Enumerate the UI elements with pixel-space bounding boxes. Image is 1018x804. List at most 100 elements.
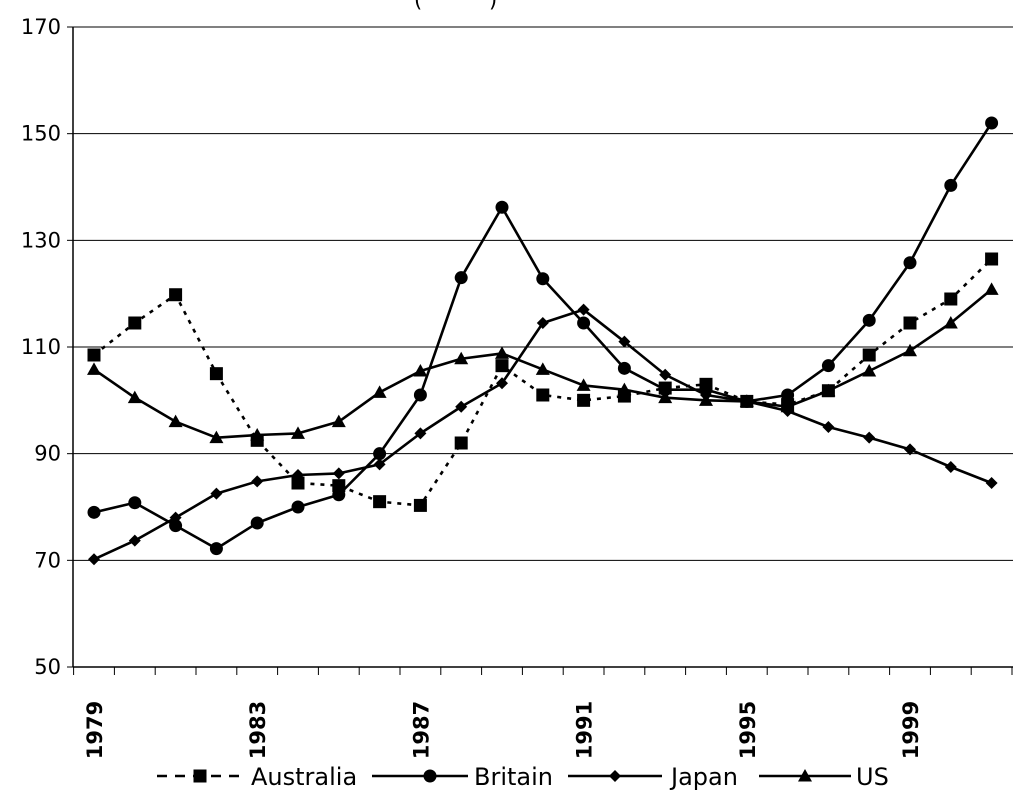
point-us-marker [821, 383, 836, 397]
point-us-marker [984, 282, 999, 295]
point-australia-marker [291, 476, 305, 490]
point-us-marker [87, 362, 101, 375]
point-japan-marker [251, 475, 264, 488]
gridlines [67, 26, 1013, 668]
series-britain [87, 116, 999, 556]
point-japan-marker [822, 421, 835, 433]
point-australia-marker [862, 348, 876, 362]
point-australia-marker [944, 292, 958, 306]
point-australia-marker [495, 359, 509, 373]
point-britain-marker [454, 271, 468, 285]
point-us-marker [943, 316, 958, 329]
y-tick-label: 110 [21, 335, 61, 359]
legend: Australia Britain Japan US [157, 763, 889, 791]
point-britain-marker [495, 200, 509, 214]
point-us-marker [576, 378, 591, 391]
point-japan-marker [455, 400, 468, 413]
series-us [87, 282, 999, 444]
point-japan-marker [496, 377, 508, 390]
point-britain-marker [209, 542, 223, 556]
x-tick-label: 1991 [573, 701, 597, 759]
point-us-marker [739, 394, 754, 407]
point-australia-marker [169, 288, 183, 302]
x-axis-tick-labels: 1979 1983 1987 1991 1995 1999 [83, 701, 923, 759]
point-us-marker [658, 390, 673, 404]
point-britain-marker [250, 516, 264, 530]
point-australia-marker [577, 393, 591, 407]
series-layer [87, 116, 999, 566]
point-britain-marker [985, 116, 999, 130]
point-australia-marker [373, 495, 387, 509]
point-us-marker [495, 346, 509, 359]
chart-title-fragment: ( ) [414, 0, 497, 12]
point-japan-marker [904, 443, 916, 456]
point-japan-marker [88, 553, 100, 566]
point-us-marker [250, 428, 265, 441]
point-us-marker [331, 414, 346, 428]
legend-label: Japan [669, 763, 738, 791]
point-britain-marker [821, 359, 835, 373]
point-japan-marker [373, 458, 386, 471]
point-us-marker [168, 414, 183, 428]
point-australia-marker [209, 367, 223, 381]
point-japan-marker [169, 511, 182, 524]
point-japan-marker [618, 335, 631, 348]
point-japan-marker [985, 477, 998, 489]
point-britain-marker [373, 447, 387, 461]
point-us-marker [127, 390, 142, 404]
y-tick-label: 90 [34, 442, 61, 466]
point-japan-marker [577, 303, 590, 316]
point-australia-marker [87, 348, 101, 362]
legend-label: Australia [251, 763, 357, 791]
legend-item-us: US [759, 763, 889, 791]
legend-item-australia: Australia [157, 763, 357, 791]
point-britain-marker [413, 388, 427, 402]
legend-swatch-marker [798, 769, 812, 782]
point-australia-marker [536, 388, 550, 402]
series-australia [87, 252, 999, 512]
x-tick-label: 1983 [246, 701, 270, 759]
point-britain-marker [577, 316, 591, 330]
x-tick-label: 1999 [899, 701, 923, 759]
point-britain-marker [87, 505, 101, 519]
series-line-australia [93, 258, 993, 507]
x-tick-label: 1995 [736, 701, 760, 759]
point-japan-marker [332, 467, 345, 480]
legend-item-britain: Britain [372, 763, 553, 791]
x-tick-label: 1987 [409, 701, 433, 759]
y-tick-label: 70 [34, 548, 61, 572]
point-us-marker [413, 364, 428, 377]
point-britain-marker [332, 488, 346, 502]
point-britain-marker [862, 313, 876, 327]
point-us-marker [535, 362, 550, 375]
point-japan-marker [210, 487, 223, 500]
legend-swatch-marker [193, 769, 207, 783]
point-australia-marker [903, 316, 917, 330]
point-us-marker [862, 364, 877, 377]
point-us-marker [780, 399, 795, 413]
point-britain-marker [128, 496, 142, 510]
point-us-marker [903, 343, 917, 357]
legend-label: Britain [474, 763, 553, 791]
point-us-marker [372, 385, 387, 398]
point-australia-marker [454, 436, 468, 450]
point-britain-marker [617, 361, 631, 375]
point-japan-marker [414, 427, 427, 440]
y-tick-label: 130 [21, 228, 61, 252]
point-britain-marker [291, 500, 305, 514]
point-us-marker [699, 393, 713, 406]
legend-swatch-marker [609, 770, 621, 782]
point-japan-marker [128, 534, 141, 547]
point-japan-marker [659, 368, 672, 381]
point-australia-marker [413, 498, 427, 512]
point-us-marker [454, 351, 469, 365]
point-australia-marker [332, 479, 346, 493]
point-japan-marker [944, 461, 957, 473]
point-britain-marker [536, 272, 550, 286]
legend-label: US [856, 763, 889, 791]
point-japan-marker [292, 469, 304, 481]
point-britain-marker [944, 178, 958, 192]
point-britain-marker [781, 388, 795, 402]
